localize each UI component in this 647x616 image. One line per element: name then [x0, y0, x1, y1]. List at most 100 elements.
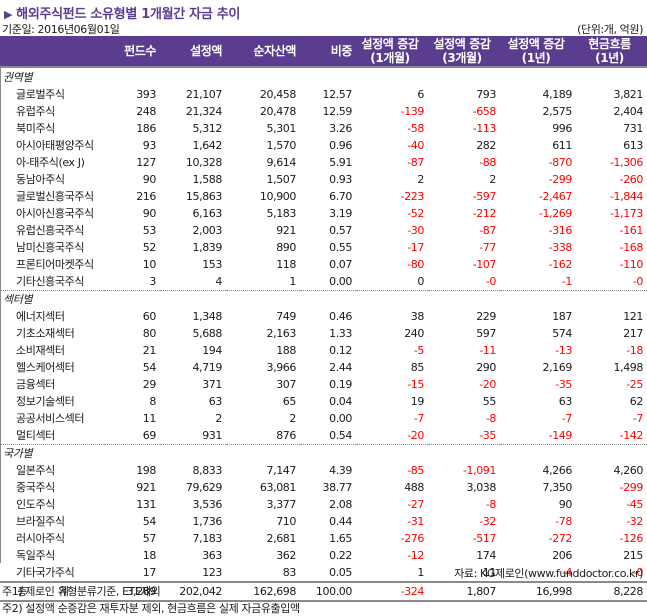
row-label: 아시아태평양주식 [16, 139, 94, 152]
cell-funds: 17 [142, 566, 157, 579]
cell-funds: 29 [142, 378, 157, 391]
col-header-cashflow-1y: 현금흐름 (1년) [576, 36, 647, 68]
cell-cf1y: -126 [619, 532, 644, 545]
cell-cf1y: 731 [623, 122, 643, 135]
cell-chg3m: 174 [476, 549, 496, 562]
cell-nav: 362 [276, 549, 296, 562]
cell-chg3m: -8 [485, 498, 497, 511]
col-header-nav: 순자산액 [226, 36, 300, 68]
cell-nav: 20,458 [259, 88, 296, 101]
cell-weight: 0.46 [329, 310, 352, 323]
cell-weight: 3.19 [329, 207, 352, 220]
cell-chg3m: -1,091 [462, 464, 496, 477]
cell-chg1y: 63 [558, 395, 573, 408]
cell-chg1y: -149 [500, 427, 576, 445]
cell-chg1y: 206 [552, 549, 572, 562]
cell-chg1y: -7 [561, 412, 573, 425]
table-row: 러시아주식 57 7,183 2,681 1.65 -276 -517 -272 -126 [0, 530, 647, 547]
total-setup: 202,042 [160, 581, 226, 602]
table-row: 브라질주식 54 1,736 710 0.44 -31 -32 -78 -32 [0, 513, 647, 530]
cell-chg1y: -4 [561, 566, 573, 579]
cell-chg3m: -8 [485, 412, 497, 425]
cell-chg1m: -40 [407, 139, 424, 152]
table-row: 유럽주식 248 21,324 20,478 12.59 -139 -658 2,575 2,4… [0, 103, 647, 120]
row-label: 러시아주식 [16, 532, 65, 545]
cell-cf1y: 1,498 [613, 361, 644, 374]
cell-chg1m: 38 [410, 310, 425, 323]
cell-chg1y: 2,169 [542, 361, 573, 374]
cell-setup: 3,536 [192, 498, 223, 511]
cell-chg1m: -52 [407, 207, 424, 220]
table-row: 헬스케어섹터 54 4,719 3,966 2.44 85 290 2,169 1,498 [0, 359, 647, 376]
cell-chg1y: 90 [558, 498, 573, 511]
cell-nav: 921 [276, 224, 296, 237]
cell-setup: 21,107 [185, 88, 222, 101]
table-row: 북미주식 186 5,312 5,301 3.26 -58 -113 996 731 [0, 120, 647, 137]
cell-chg3m: -212 [472, 207, 497, 220]
cell-chg1m: -7 [413, 412, 425, 425]
cell-nav: 10,900 [259, 190, 296, 203]
cell-chg1m: 240 [404, 327, 424, 340]
row-label: 멀티섹터 [0, 427, 104, 445]
table-row: 기타국가주식 17 123 83 0.05 1 11 -4 -0 [0, 564, 647, 582]
cell-weight: 0.05 [329, 566, 352, 579]
cell-weight: 0.55 [329, 241, 352, 254]
row-label: 독일주식 [16, 549, 55, 562]
table-row: 글로벌주식 393 21,107 20,458 12.57 6 793 4,189 3,821 [0, 86, 647, 103]
cell-nav: 9,614 [266, 156, 297, 169]
cell-nav: 1,507 [266, 173, 297, 186]
cell-cf1y: 613 [623, 139, 643, 152]
cell-chg3m: -77 [479, 241, 496, 254]
cell-funds: 53 [142, 224, 157, 237]
table-body: 권역별 글로벌주식 393 21,107 20,458 12.57 6 793 4,189 3,8… [0, 67, 647, 602]
cell-weight: 4.39 [329, 464, 352, 477]
cell-setup: 371 [202, 378, 222, 391]
cell-nav: 20,478 [259, 105, 296, 118]
row-label: 유럽주식 [16, 105, 55, 118]
cell-setup: 153 [202, 258, 222, 271]
cell-setup: 7,183 [192, 532, 223, 545]
cell-setup: 21,324 [185, 105, 222, 118]
cell-weight: 0.04 [329, 395, 352, 408]
cell-nav: 7,147 [266, 464, 297, 477]
cell-funds: 216 [136, 190, 156, 203]
cell-setup: 4 [160, 273, 226, 291]
cell-setup: 123 [202, 566, 222, 579]
cell-chg1m: 2 [417, 173, 424, 186]
section-header-region: 권역별 [0, 67, 647, 86]
cell-chg1y: -2,467 [538, 190, 572, 203]
table-row: 아시아신흥국주식 90 6,163 5,183 3.19 -52 -212 -1,269 -1,… [0, 205, 647, 222]
table-row: 아-태주식(ex J) 127 10,328 9,614 5.91 -87 -88 -870 -… [0, 154, 647, 171]
cell-funds: 198 [136, 464, 156, 477]
total-weight: 100.00 [300, 581, 356, 602]
cell-weight: 0.07 [329, 258, 352, 271]
cell-weight: 0.22 [329, 549, 352, 562]
cell-setup: 363 [202, 549, 222, 562]
cell-chg1m: -31 [407, 515, 424, 528]
cell-cf1y: -299 [619, 481, 644, 494]
cell-chg1y: 4,189 [542, 88, 573, 101]
section-header-sector: 섹터별 [0, 291, 647, 309]
footnote-1: 주1) 제로인 유형분류기준, ETF제외 [2, 585, 161, 598]
cell-funds: 52 [142, 241, 157, 254]
cell-chg1y: 187 [552, 310, 572, 323]
table-row: 정보기술섹터 8 63 65 0.04 19 55 63 62 [0, 393, 647, 410]
cell-weight: 0.96 [329, 139, 352, 152]
cell-cf1y: 2,404 [613, 105, 644, 118]
cell-funds: 90 [142, 207, 157, 220]
total-cf1y: 8,228 [576, 581, 647, 602]
cell-nav: 710 [276, 515, 296, 528]
cell-chg3m: -88 [479, 156, 496, 169]
cell-chg3m: 793 [476, 88, 496, 101]
cell-weight: 12.59 [322, 105, 353, 118]
col-header-chg-1y: 설정액 증감 (1년) [500, 36, 576, 68]
col-header-setup: 설정액 [160, 36, 226, 68]
cell-funds: 18 [142, 549, 157, 562]
cell-cf1y: -110 [619, 258, 644, 271]
cell-chg1y: -299 [548, 173, 573, 186]
cell-funds: 127 [136, 156, 156, 169]
cell-nav: 65 [282, 395, 297, 408]
cell-chg1m: -20 [356, 427, 428, 445]
row-label: 헬스케어섹터 [16, 361, 75, 374]
row-label: 브라질주식 [16, 515, 65, 528]
